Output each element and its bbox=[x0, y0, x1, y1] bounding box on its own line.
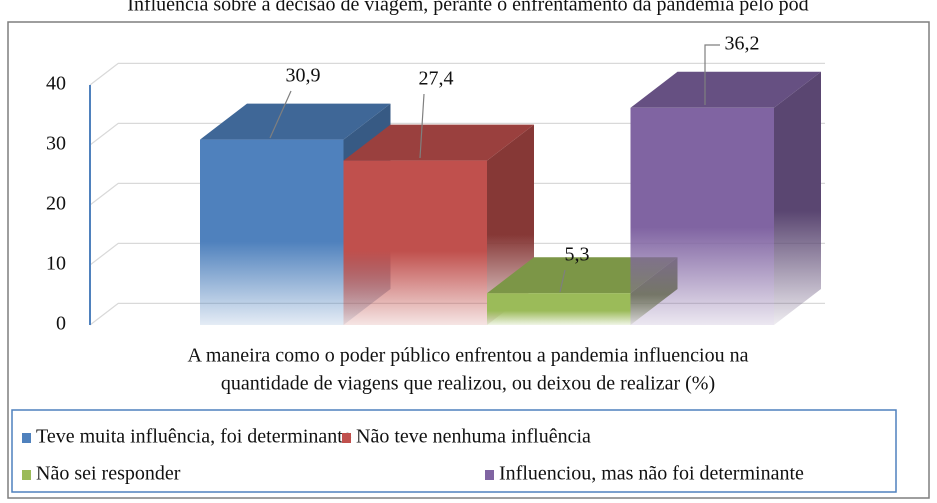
bar bbox=[630, 107, 774, 325]
bar bbox=[200, 139, 344, 325]
leader-line bbox=[704, 44, 720, 105]
y-tick-label: 40 bbox=[46, 73, 66, 95]
legend-swatch bbox=[485, 470, 494, 480]
legend-box bbox=[11, 409, 897, 493]
legend-label: Influenciou, mas não foi determinante bbox=[499, 463, 804, 485]
bar-top bbox=[630, 71, 821, 108]
legend-swatch bbox=[22, 470, 31, 480]
leader-line bbox=[419, 93, 425, 159]
y-tick-label: 0 bbox=[56, 313, 66, 335]
y-tick-label: 10 bbox=[46, 253, 66, 275]
chart-frame bbox=[7, 21, 930, 499]
leader-line bbox=[559, 269, 566, 293]
legend-swatch bbox=[342, 433, 351, 443]
data-label: 36,2 bbox=[725, 33, 760, 55]
bar-top bbox=[200, 103, 391, 140]
bar-top bbox=[487, 257, 678, 294]
legend-swatch bbox=[22, 433, 31, 443]
legend-label: Não teve nenhuma influência bbox=[356, 426, 591, 448]
y-tick-label: 20 bbox=[46, 193, 66, 215]
legend-label: Não sei responder bbox=[36, 463, 181, 485]
data-label: 30,9 bbox=[286, 65, 321, 87]
bar bbox=[343, 160, 487, 325]
bar-top bbox=[343, 124, 534, 161]
x-axis-label: quantidade de viagens que realizou, ou d… bbox=[221, 373, 715, 395]
grid-line bbox=[89, 122, 825, 146]
grid-line bbox=[89, 242, 825, 266]
legend-label: Teve muita influência, foi determinante bbox=[36, 426, 352, 448]
data-label: 5,3 bbox=[565, 244, 590, 266]
grid-line bbox=[89, 182, 825, 206]
y-tick-label: 30 bbox=[46, 133, 66, 155]
leader-line bbox=[269, 90, 292, 139]
data-label: 27,4 bbox=[419, 68, 454, 90]
chart-title: Influência sobre a decisão de viagem, pe… bbox=[127, 0, 808, 16]
bar bbox=[487, 293, 631, 325]
x-axis-label: A maneira como o poder público enfrentou… bbox=[188, 345, 749, 367]
grid-line bbox=[89, 62, 825, 86]
bar-side bbox=[774, 71, 821, 325]
